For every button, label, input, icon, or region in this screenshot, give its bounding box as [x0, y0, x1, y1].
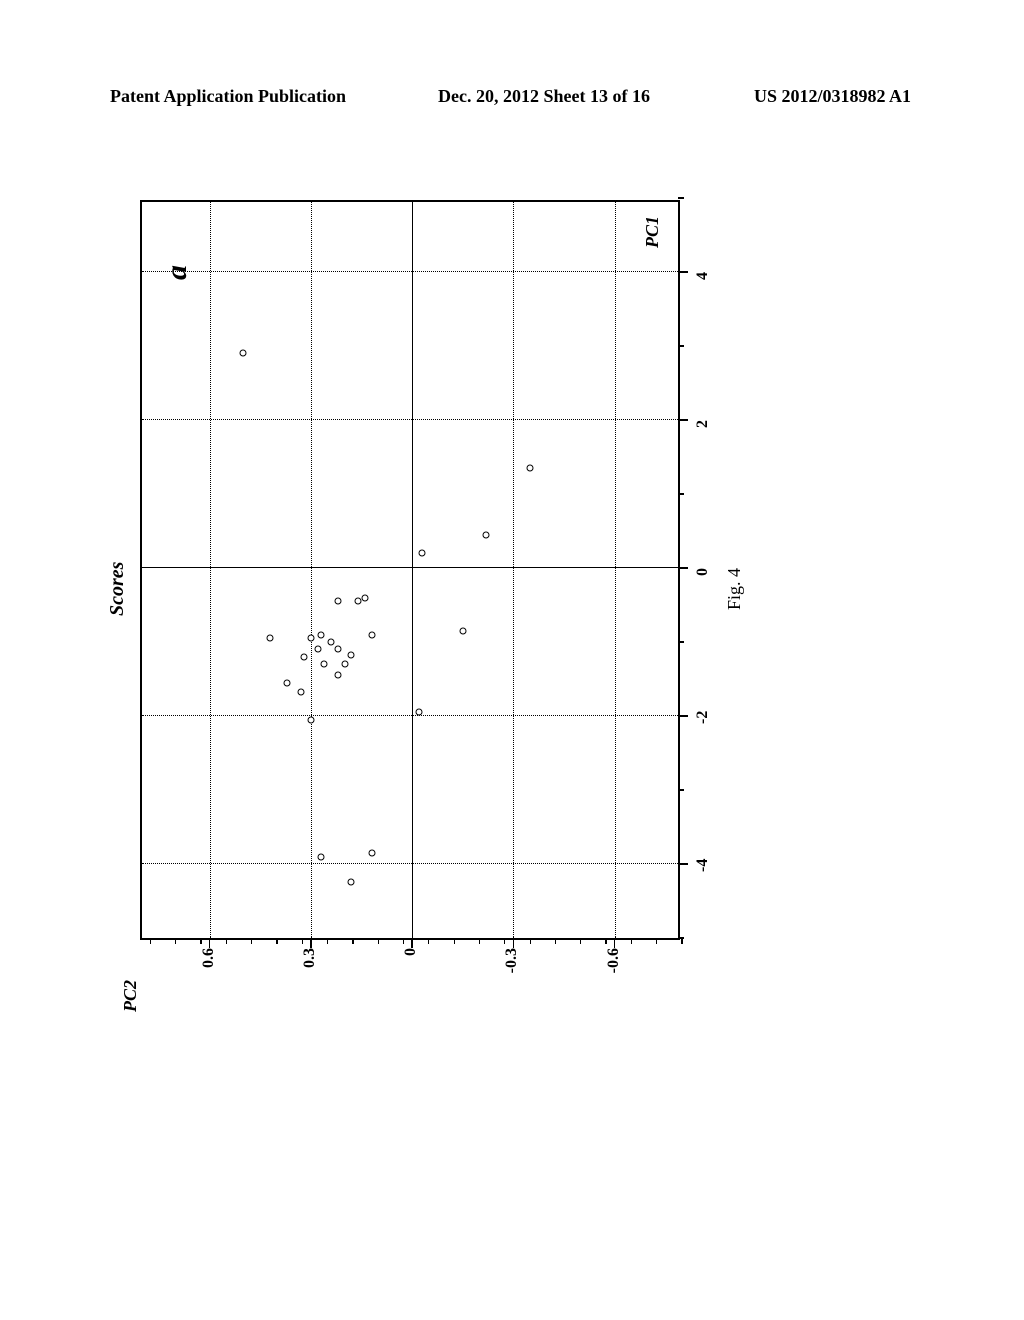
x-tick-mark-minor	[678, 345, 684, 346]
figure-caption: Fig. 4	[724, 568, 745, 610]
y-tick-mark	[310, 938, 312, 948]
x-tick-label: -2	[694, 711, 712, 724]
y-tick-label: 0.6	[200, 948, 218, 994]
scatter-point	[368, 849, 375, 856]
x-tick-mark-minor	[678, 641, 684, 642]
y-tick-label: 0	[402, 948, 420, 994]
x-tick-mark	[678, 863, 688, 865]
grid-line-horizontal	[210, 202, 211, 938]
scatter-point	[341, 661, 348, 668]
y-tick-mark-minor	[150, 938, 151, 944]
grid-line-vertical	[142, 715, 678, 716]
scatter-point	[317, 853, 324, 860]
y-tick-mark	[614, 938, 616, 948]
header-right: US 2012/0318982 A1	[754, 86, 911, 107]
figure-container: Scores PC2 PC1 a -4-2024-0.6-0.300.30.6 …	[100, 160, 760, 1020]
scatter-point	[307, 635, 314, 642]
scatter-point	[307, 716, 314, 723]
y-tick-mark-minor	[302, 938, 303, 944]
scatter-point	[317, 631, 324, 638]
y-tick-mark-minor	[175, 938, 176, 944]
y-axis-label: PC2	[120, 980, 141, 1012]
scatter-point	[334, 672, 341, 679]
figure-rotated-inner: Scores PC2 PC1 a -4-2024-0.6-0.300.30.6 …	[100, 160, 760, 1020]
grid-line-horizontal	[615, 202, 616, 938]
x-tick-mark-minor	[678, 493, 684, 494]
y-tick-mark-minor	[555, 938, 556, 944]
page-root: Patent Application Publication Dec. 20, …	[0, 0, 1024, 1320]
scatter-point	[368, 631, 375, 638]
scatter-point	[348, 652, 355, 659]
y-tick-mark-minor	[327, 938, 328, 944]
y-tick-mark-minor	[200, 938, 201, 944]
x-tick-mark	[678, 271, 688, 273]
scatter-point	[284, 679, 291, 686]
scatter-point	[527, 465, 534, 472]
x-tick-mark-minor	[678, 789, 684, 790]
y-tick-mark-minor	[656, 938, 657, 944]
x-tick-mark	[678, 715, 688, 717]
x-tick-mark-minor	[678, 197, 684, 198]
plot-title: Scores	[106, 562, 129, 616]
y-tick-mark-minor	[631, 938, 632, 944]
y-tick-label: 0.3	[301, 948, 319, 994]
y-tick-label: -0.6	[605, 948, 623, 994]
grid-line-vertical	[142, 419, 678, 420]
header-left: Patent Application Publication	[110, 86, 346, 107]
scatter-point	[348, 879, 355, 886]
y-tick-mark-minor	[378, 938, 379, 944]
y-tick-mark	[209, 938, 211, 948]
grid-line-vertical	[142, 863, 678, 864]
zero-line-vertical	[142, 567, 678, 568]
y-tick-mark-minor	[352, 938, 353, 944]
scatter-point	[314, 646, 321, 653]
scatter-point	[459, 627, 466, 634]
x-tick-label: 2	[694, 420, 712, 428]
scatter-point	[328, 639, 335, 646]
scatter-point	[321, 661, 328, 668]
scatter-point	[240, 350, 247, 357]
y-tick-mark-minor	[504, 938, 505, 944]
y-tick-mark-minor	[226, 938, 227, 944]
y-tick-mark-minor	[276, 938, 277, 944]
scatter-point	[301, 653, 308, 660]
y-tick-mark-minor	[403, 938, 404, 944]
y-tick-mark-minor	[251, 938, 252, 944]
y-tick-mark	[513, 938, 515, 948]
scatter-point	[361, 594, 368, 601]
x-tick-label: 4	[694, 272, 712, 280]
y-tick-label: -0.3	[503, 948, 521, 994]
x-tick-label: -4	[694, 859, 712, 872]
page-header: Patent Application Publication Dec. 20, …	[0, 0, 1024, 120]
scatter-point	[267, 635, 274, 642]
scatter-point	[483, 531, 490, 538]
y-tick-mark-minor	[479, 938, 480, 944]
y-tick-mark-minor	[605, 938, 606, 944]
scatter-point	[297, 689, 304, 696]
grid-line-horizontal	[513, 202, 514, 938]
y-tick-mark-minor	[681, 938, 682, 944]
y-tick-mark-minor	[454, 938, 455, 944]
header-center: Dec. 20, 2012 Sheet 13 of 16	[438, 86, 650, 107]
scatter-point	[415, 709, 422, 716]
x-tick-label: 0	[694, 568, 712, 576]
y-tick-mark-minor	[428, 938, 429, 944]
y-tick-mark	[411, 938, 413, 948]
scatter-point	[355, 598, 362, 605]
scatter-point	[334, 646, 341, 653]
grid-line-vertical	[142, 271, 678, 272]
x-tick-mark	[678, 419, 688, 421]
scatter-point	[334, 598, 341, 605]
zero-line-horizontal	[412, 202, 413, 938]
scatter-point	[419, 550, 426, 557]
plot-frame: -4-2024-0.6-0.300.30.6	[140, 200, 680, 940]
y-tick-mark-minor	[580, 938, 581, 944]
y-tick-mark-minor	[530, 938, 531, 944]
grid-line-horizontal	[311, 202, 312, 938]
x-tick-mark	[678, 567, 688, 569]
